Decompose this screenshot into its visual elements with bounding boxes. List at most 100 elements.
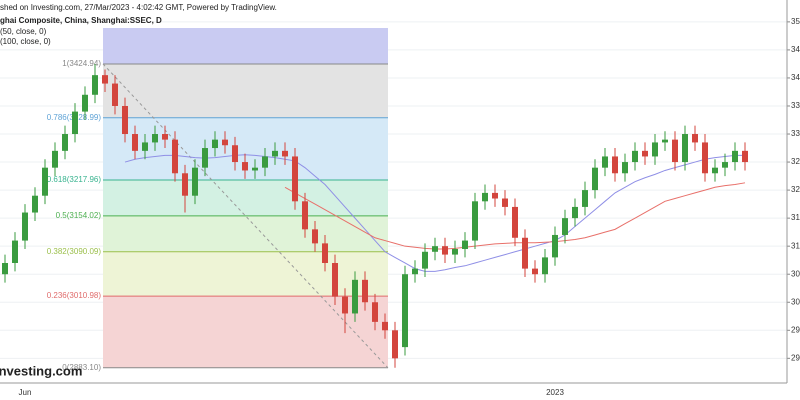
x-tick-label: Jun [19, 388, 32, 397]
fib-label: 0.236(3010.98) [47, 291, 102, 300]
candle-body [332, 262, 338, 297]
x-tick-label: 2023 [546, 388, 564, 397]
candle-body [122, 105, 128, 135]
candle-body [402, 274, 408, 348]
candle-body [562, 218, 568, 235]
candle-body [132, 134, 138, 151]
y-tick-label: 3400.00 [791, 73, 800, 82]
candle-body [452, 248, 458, 255]
candle-body [212, 139, 218, 149]
fib-label: 0.5(3154.02) [56, 211, 102, 220]
candle-body [482, 192, 488, 202]
candle-body [112, 83, 118, 106]
candle-body [512, 206, 518, 238]
candle-body [422, 251, 428, 269]
candle-body [702, 142, 708, 174]
y-tick-label: 3000.00 [791, 297, 800, 306]
candle-body [652, 142, 658, 157]
candle-body [172, 139, 178, 174]
fib-zone [103, 215, 388, 252]
candle-body [302, 201, 308, 230]
fib-label: 0.382(3090.09) [47, 247, 102, 256]
candle-body [62, 134, 68, 151]
fib-top-zone [103, 28, 388, 64]
candle-body [582, 190, 588, 207]
fib-zone [103, 180, 388, 216]
candle-body [622, 162, 628, 174]
candle-body [412, 268, 418, 275]
y-tick-label: 3200.00 [791, 185, 800, 194]
fib-label: 0(2883.10) [62, 363, 101, 372]
candle-body [712, 167, 718, 174]
candle-body [272, 150, 278, 157]
candle-body [492, 192, 498, 199]
candle-body [52, 150, 58, 168]
candle-body [202, 148, 208, 168]
candle-body [242, 162, 248, 171]
fib-zone [103, 251, 388, 297]
candle-body [522, 237, 528, 269]
candle-body [322, 243, 328, 263]
candle-body [312, 229, 318, 244]
candle-body [152, 134, 158, 143]
fib-zone [103, 63, 388, 118]
candle-body [432, 246, 438, 252]
candle-body [182, 173, 188, 196]
candle-body [142, 142, 148, 151]
candle-body [42, 167, 48, 196]
candle-body [372, 302, 378, 322]
candle-body [692, 134, 698, 143]
logo: Investing.com [0, 363, 82, 378]
candle-body [362, 279, 368, 303]
y-tick-label: 3450.00 [791, 45, 800, 54]
candle-body [442, 246, 448, 255]
candle-body [632, 150, 638, 163]
candle-body [572, 206, 578, 219]
candle-body [92, 75, 98, 95]
candle-body [722, 162, 728, 168]
candle-body [532, 268, 538, 275]
fib-zone [103, 296, 388, 368]
y-tick-label: 3250.00 [791, 157, 800, 166]
candle-body [392, 330, 398, 359]
moving-average [124, 154, 745, 272]
y-tick-label: 2900.00 [791, 353, 800, 362]
candle-body [672, 139, 678, 163]
candle-body [602, 156, 608, 168]
y-tick-label: 3500.00 [791, 17, 800, 26]
candle-body [642, 150, 648, 157]
candle-body [222, 139, 228, 146]
source-text: shed on Investing.com, 27/Mar/2023 - 4:0… [0, 3, 277, 12]
candle-body [12, 240, 18, 263]
candle-body [342, 296, 348, 314]
candle-body [592, 167, 598, 191]
candle-body [542, 257, 548, 275]
candle-body [232, 145, 238, 163]
y-tick-label: 3050.00 [791, 269, 800, 278]
candle-body [502, 198, 508, 207]
candle-body [662, 139, 668, 143]
candle-body [32, 195, 38, 213]
candle-body [292, 156, 298, 202]
candle-body [262, 156, 268, 168]
candle-body [102, 75, 108, 84]
candle-body [162, 134, 168, 140]
candle-body [742, 150, 748, 163]
candle-body [732, 150, 738, 163]
candle-body [612, 156, 618, 174]
y-tick-label: 3150.00 [791, 213, 800, 222]
y-tick-label: 3100.00 [791, 241, 800, 250]
candle-body [82, 94, 88, 112]
candle-body [72, 111, 78, 135]
fib-label: 1(3424.94) [62, 59, 101, 68]
y-tick-label: 3350.00 [791, 101, 800, 110]
candle-body [552, 234, 558, 258]
candle-body [472, 201, 478, 241]
candle-body [382, 321, 388, 331]
chart-title: ghai Composite, China, Shanghai:SSEC, D [0, 16, 162, 25]
candle-body [252, 167, 258, 171]
y-tick-label: 3300.00 [791, 129, 800, 138]
y-tick-label: 2950.00 [791, 325, 800, 334]
candle-body [462, 240, 468, 249]
